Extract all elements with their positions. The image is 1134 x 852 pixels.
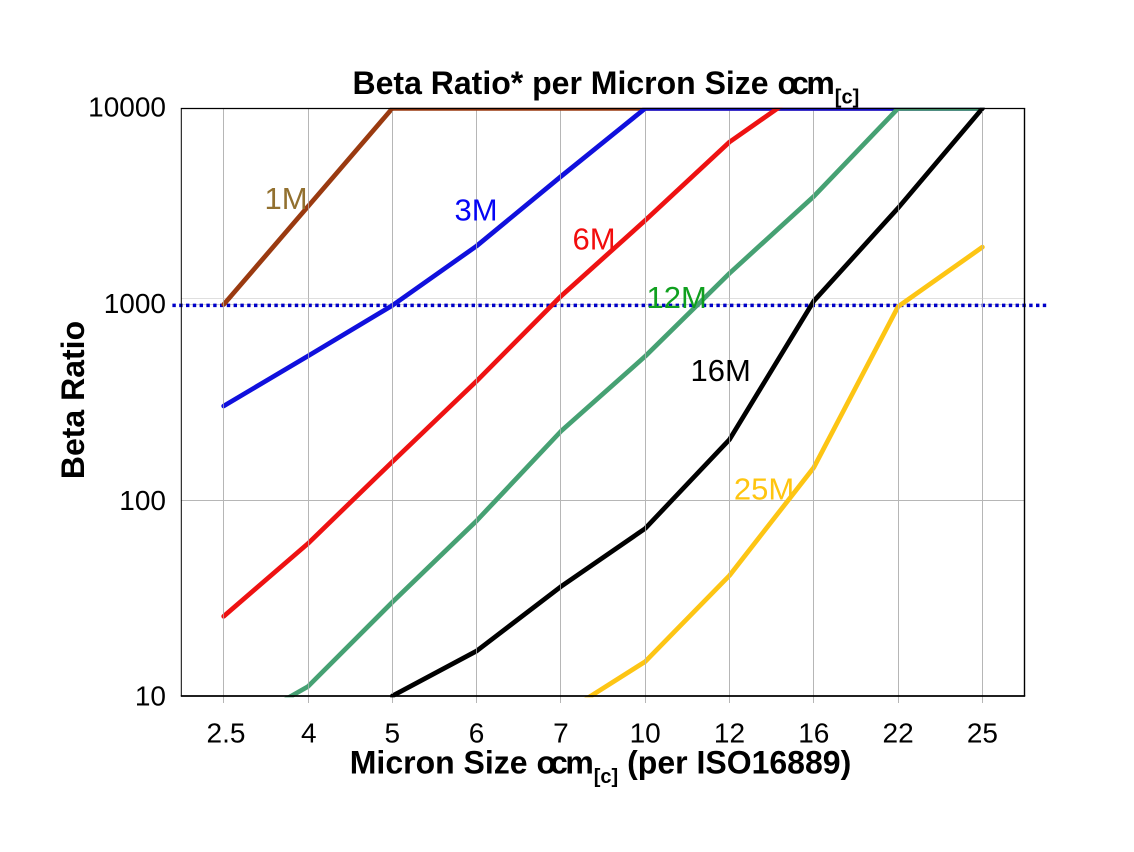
svg-text:100: 100 [119,485,166,516]
svg-text:16M: 16M [691,353,751,388]
svg-text:10: 10 [135,681,166,712]
svg-text:12M: 12M [647,280,707,315]
svg-text:12: 12 [714,718,745,749]
svg-text:7: 7 [553,718,569,749]
svg-text:5: 5 [385,718,401,749]
svg-text:1M: 1M [264,181,307,216]
svg-text:25M: 25M [734,472,794,507]
svg-text:6M: 6M [572,221,615,256]
svg-text:25: 25 [967,718,998,749]
svg-text:10000: 10000 [88,92,166,123]
svg-text:3M: 3M [454,193,497,228]
svg-text:4: 4 [301,718,317,749]
svg-text:2.5: 2.5 [207,718,246,749]
svg-text:Beta Ratio: Beta Ratio [55,321,91,479]
svg-text:16: 16 [798,718,829,749]
svg-text:6: 6 [469,718,485,749]
svg-text:22: 22 [883,718,914,749]
svg-text:1000: 1000 [104,288,166,319]
svg-text:10: 10 [630,718,661,749]
